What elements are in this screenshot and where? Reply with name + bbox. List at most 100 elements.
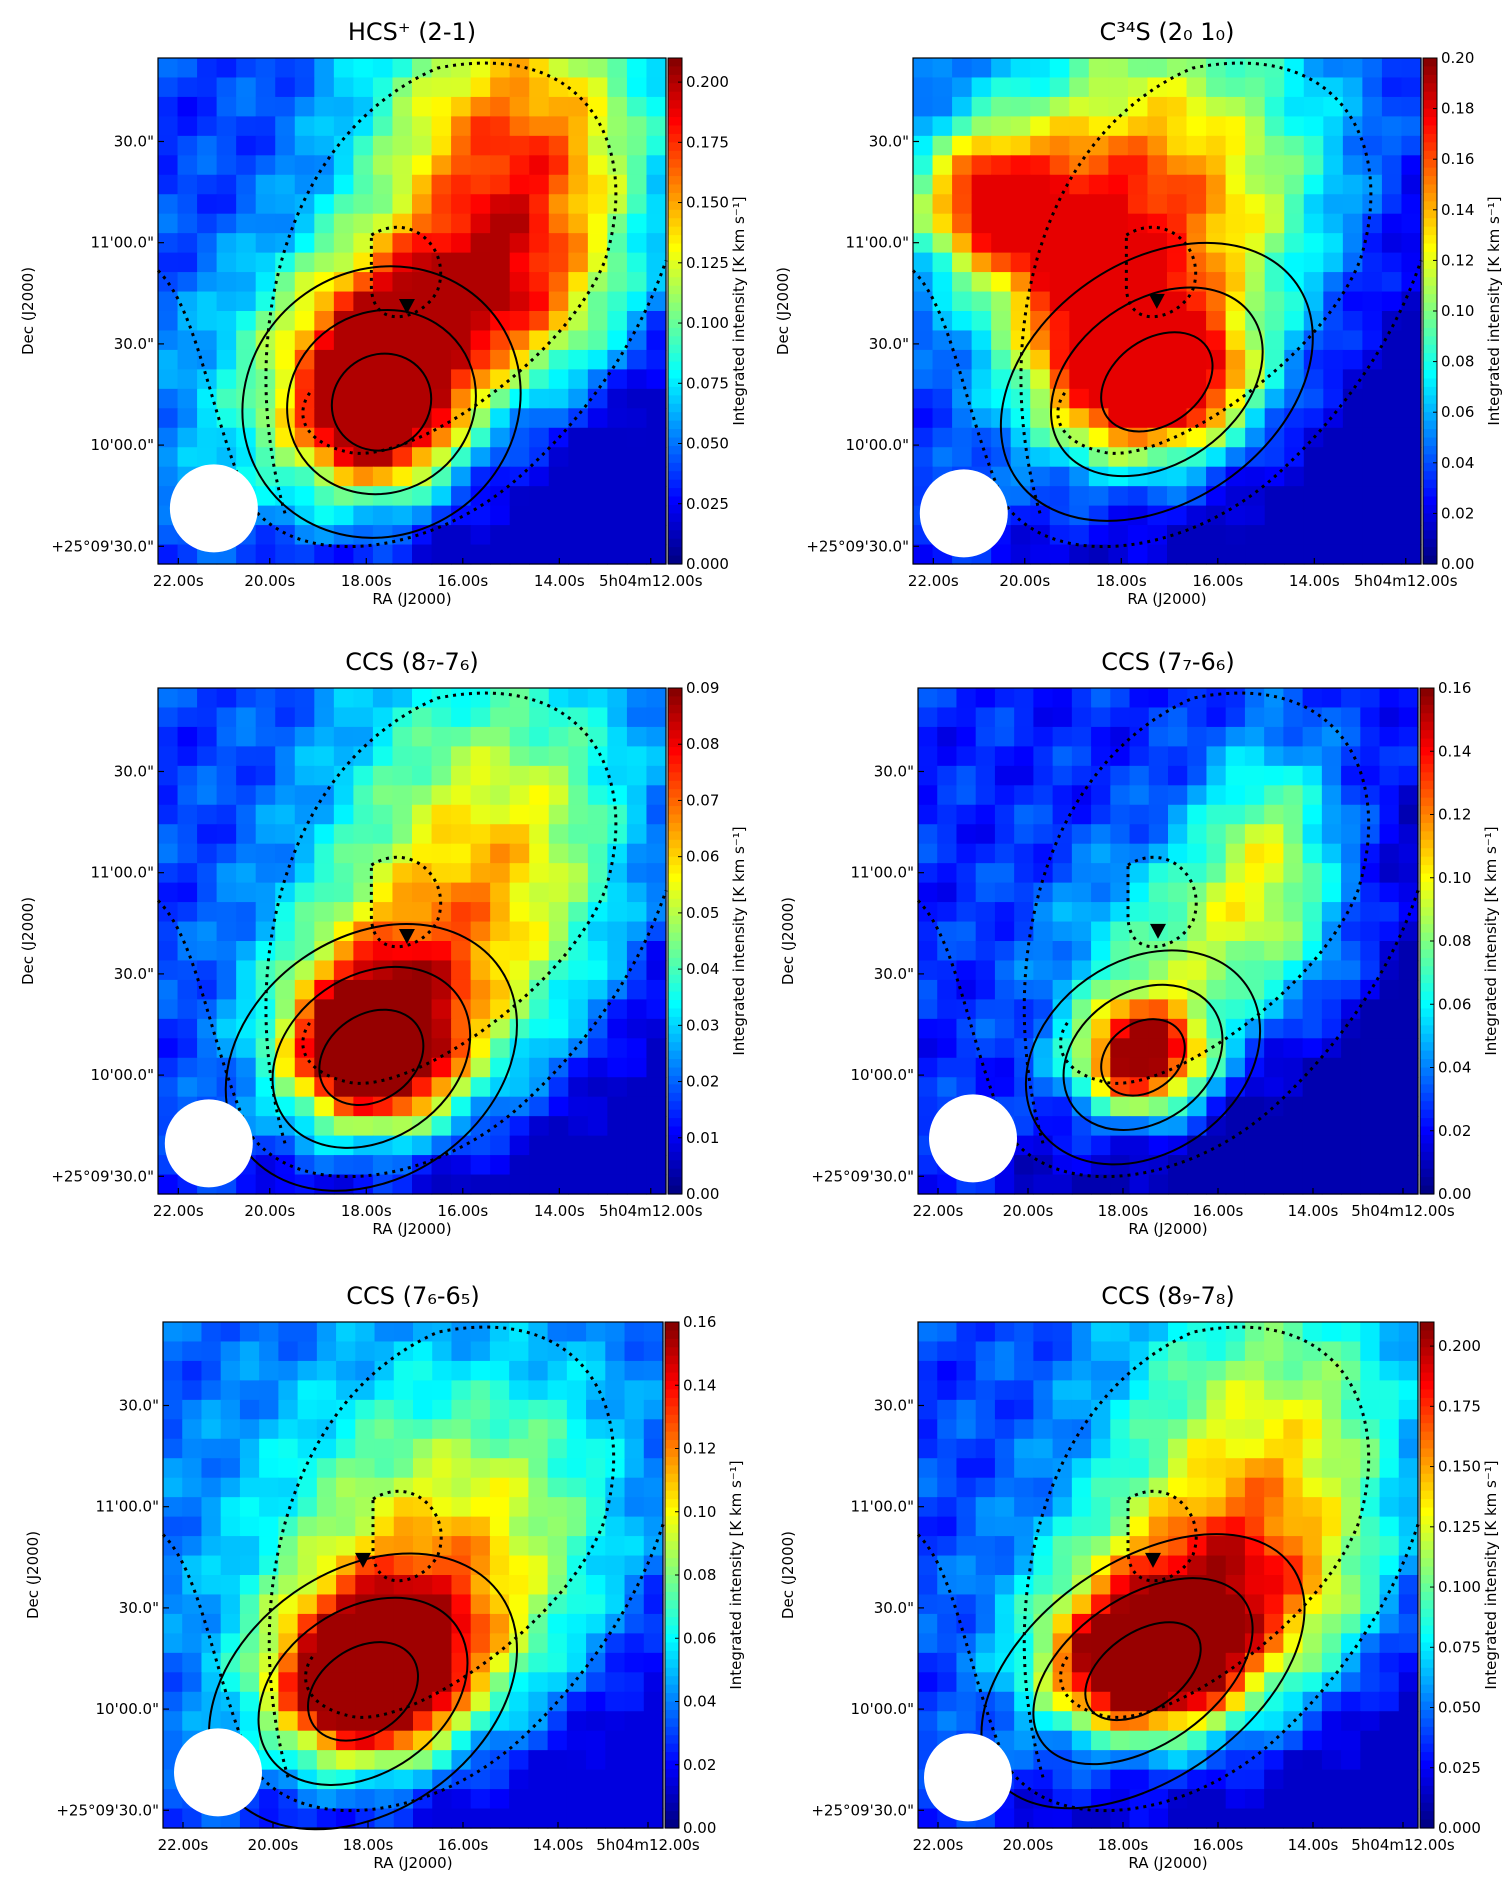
- heatmap-cell: [994, 1038, 1015, 1059]
- heatmap-cell: [1283, 1750, 1304, 1771]
- heatmap-cell: [1283, 1536, 1304, 1557]
- colorbar-segment: [1420, 1423, 1434, 1433]
- heatmap-cell: [1225, 688, 1246, 709]
- colorbar-segment: [668, 403, 682, 413]
- heatmap-cell: [275, 330, 296, 351]
- heatmap-cell: [353, 824, 374, 845]
- heatmap-cell: [255, 1096, 276, 1117]
- heatmap-cell: [568, 746, 589, 767]
- heatmap-cell: [432, 1419, 453, 1440]
- heatmap-cell: [994, 843, 1015, 864]
- heatmap-cell: [1379, 1380, 1400, 1401]
- y-tick-label: 30.0": [119, 1396, 159, 1414]
- colorbar-segment: [1423, 150, 1437, 160]
- heatmap-cell: [1360, 1730, 1381, 1751]
- heatmap-cell: [1071, 1174, 1092, 1195]
- heatmap-cell: [1206, 785, 1227, 806]
- heatmap-cell: [1401, 155, 1422, 176]
- heatmap-cell: [336, 1322, 356, 1343]
- heatmap-cell: [509, 688, 530, 709]
- heatmap-cell: [216, 330, 237, 351]
- heatmap-cell: [294, 960, 315, 981]
- y-tick-label: 11'00.0": [850, 864, 914, 882]
- heatmap-cell: [566, 1477, 587, 1498]
- heatmap-cell: [952, 330, 973, 351]
- heatmap-cell: [392, 330, 413, 351]
- heatmap-cell: [490, 1155, 511, 1176]
- colorbar-segment: [1423, 226, 1437, 236]
- heatmap-cell: [412, 746, 433, 767]
- colorbar-segment: [668, 218, 682, 228]
- x-axis-label: RA (J2000): [373, 1854, 452, 1872]
- heatmap-cell: [1302, 1116, 1323, 1137]
- heatmap-cell: [1398, 804, 1419, 825]
- heatmap-cell: [333, 369, 354, 390]
- heatmap-cell: [314, 311, 335, 332]
- heatmap-cell: [1302, 1536, 1323, 1557]
- heatmap-cell: [913, 116, 934, 137]
- heatmap-cell: [547, 1789, 568, 1810]
- heatmap-cell: [1379, 979, 1400, 1000]
- heatmap-cell: [918, 1672, 938, 1693]
- heatmap-cell: [316, 1536, 337, 1557]
- heatmap-cell: [607, 882, 628, 903]
- heatmap-cell: [392, 408, 413, 429]
- colorbar-segment: [1420, 924, 1434, 934]
- heatmap-cell: [568, 707, 589, 728]
- heatmap-cell: [937, 1555, 958, 1576]
- dotted-outline: [1019, 61, 1373, 514]
- heatmap-cell: [413, 1750, 433, 1771]
- heatmap-cell: [294, 1057, 315, 1078]
- heatmap-cell: [353, 726, 374, 747]
- heatmap-cell: [297, 1322, 318, 1343]
- heatmap-cell: [994, 1341, 1015, 1362]
- heatmap-cell: [1264, 1116, 1284, 1137]
- heatmap-cell: [529, 1038, 550, 1059]
- heatmap-cell: [1071, 1477, 1092, 1498]
- colorbar-segment: [1423, 192, 1437, 202]
- heatmap-cell: [1091, 707, 1111, 728]
- heatmap-cell: [259, 1380, 279, 1401]
- heatmap-cell: [255, 466, 276, 487]
- heatmap-cell: [509, 330, 530, 351]
- heatmap-cell: [177, 194, 198, 215]
- heatmap-cell: [1033, 688, 1054, 709]
- heatmap-cell: [470, 135, 491, 156]
- heatmap-cell: [918, 765, 938, 786]
- colorbar-segment: [668, 201, 682, 211]
- heatmap-cell: [626, 194, 648, 215]
- heatmap-cell: [158, 863, 179, 884]
- heatmap-cell: [432, 1730, 453, 1751]
- heatmap-cell: [1052, 1555, 1073, 1576]
- heatmap-cell: [1049, 155, 1070, 176]
- heatmap-cell: [1362, 427, 1383, 448]
- heatmap-cell: [607, 427, 628, 448]
- heatmap-cell: [1033, 1575, 1054, 1596]
- heatmap-cell: [1147, 427, 1168, 448]
- heatmap-cell: [1381, 116, 1403, 137]
- heatmap-cell: [548, 135, 569, 156]
- heatmap-cell: [1379, 824, 1400, 845]
- heatmap-cell: [548, 544, 569, 565]
- heatmap-cell: [1379, 1096, 1400, 1117]
- heatmap-cell: [932, 213, 953, 234]
- heatmap-cell: [1110, 1808, 1131, 1829]
- heatmap-cell: [353, 505, 374, 526]
- heatmap-cell: [1244, 1155, 1265, 1176]
- heatmap-cell: [975, 921, 996, 942]
- heatmap-cell: [1244, 979, 1265, 1000]
- heatmap-cell: [566, 1594, 587, 1615]
- heatmap-cell: [1342, 330, 1363, 351]
- heatmap-cell: [1401, 466, 1422, 487]
- heatmap-cell: [1071, 1322, 1092, 1343]
- heatmap-cell: [1283, 726, 1304, 747]
- heatmap-cell: [1014, 1360, 1034, 1381]
- heatmap-cell: [1206, 408, 1227, 429]
- x-tick-label: 5h04m12.00s: [599, 1202, 703, 1220]
- heatmap-cell: [431, 427, 452, 448]
- heatmap-cell: [372, 486, 394, 507]
- heatmap-cell: [451, 843, 472, 864]
- colorbar-tick-label: 0.150: [686, 194, 729, 212]
- heatmap-cell: [1303, 272, 1324, 293]
- heatmap-cell: [937, 1497, 958, 1518]
